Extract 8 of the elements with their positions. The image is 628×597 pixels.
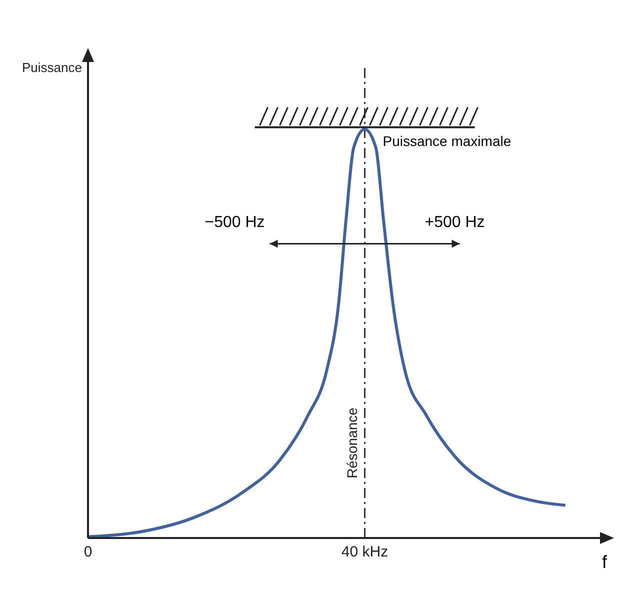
annotation: +500 Hz bbox=[424, 214, 485, 232]
y-axis-title: Puissance bbox=[22, 60, 82, 75]
annotation: −500 Hz bbox=[204, 214, 265, 232]
x-tick-label: 0 bbox=[84, 544, 92, 561]
annotation: Puissance maximale bbox=[382, 133, 512, 150]
x-tick-label: 40 kHz bbox=[341, 544, 388, 561]
x-axis-title: f bbox=[602, 552, 608, 573]
ref-line-label: Résonance bbox=[344, 407, 360, 478]
